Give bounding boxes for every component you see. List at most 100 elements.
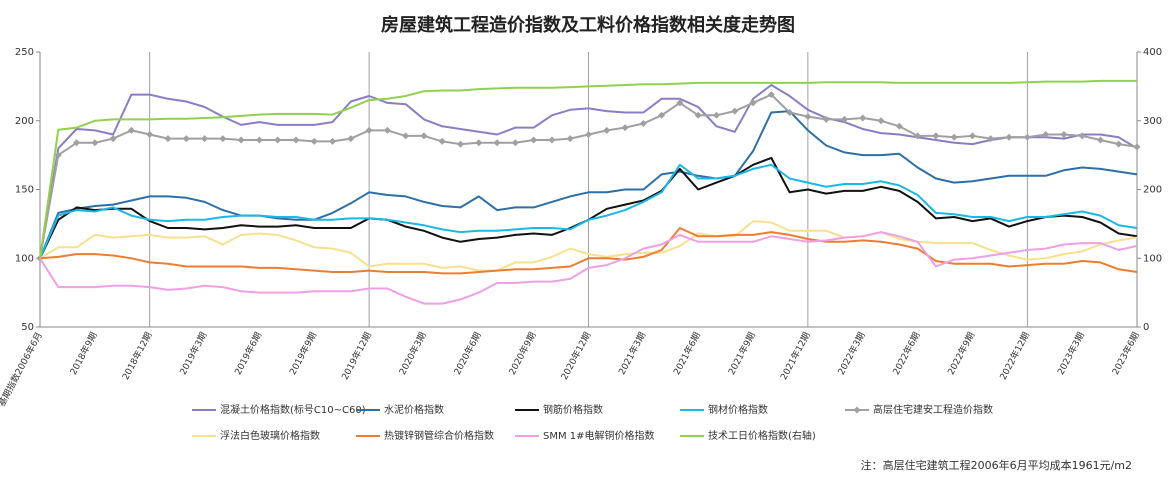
- y-tick-label: 100: [15, 253, 34, 264]
- legend-label: 浮法白色玻璃价格指数: [220, 429, 320, 442]
- y-tick-label: 200: [15, 116, 34, 127]
- point-marker: [987, 135, 995, 143]
- legend-label: 技术工日价格指数(右轴): [708, 429, 816, 442]
- point-marker: [895, 122, 903, 130]
- point-marker: [731, 107, 739, 115]
- point-marker: [1115, 140, 1123, 148]
- point-marker: [749, 99, 757, 107]
- point-marker: [73, 139, 81, 147]
- point-marker: [255, 136, 263, 144]
- footnote: 注：高层住宅建筑工程2006年6月平均成本1961元/m2: [861, 458, 1132, 472]
- point-marker: [914, 132, 922, 140]
- x-tick-label: 2021年12期: [778, 330, 813, 382]
- y2-tick-label: 200: [1143, 185, 1162, 196]
- series-line: [39, 79, 1137, 259]
- point-marker: [201, 135, 209, 143]
- x-tick-label: 2020年12期: [558, 330, 593, 382]
- chart-title: 房屋建筑工程造价指数及工料价格指数相关度走势图: [381, 14, 795, 36]
- point-marker: [950, 133, 958, 141]
- point-marker: [530, 136, 538, 144]
- y-tick-label: 50: [21, 322, 34, 333]
- point-marker: [603, 126, 611, 134]
- point-marker: [511, 139, 519, 147]
- x-tick-label: 2022年6期: [890, 330, 922, 377]
- point-marker: [365, 126, 373, 134]
- series-line: [39, 163, 1138, 259]
- point-marker: [274, 136, 282, 144]
- point-marker: [402, 132, 410, 140]
- point-marker: [676, 99, 684, 107]
- point-marker: [877, 117, 885, 125]
- point-marker: [767, 91, 775, 99]
- point-marker: [310, 137, 318, 145]
- point-marker: [457, 140, 465, 148]
- legend-label: 钢筋价格指数: [543, 403, 603, 416]
- point-marker: [475, 139, 483, 147]
- series-line: [39, 220, 1138, 272]
- point-marker: [968, 132, 976, 140]
- x-tick-label: 2022年9期: [945, 330, 977, 377]
- point-marker: [127, 126, 135, 134]
- x-tick-label: 2021年6期: [671, 330, 703, 377]
- point-marker: [329, 137, 337, 145]
- x-tick-label: 基期指数2006年6月: [0, 330, 45, 409]
- point-marker: [383, 126, 391, 134]
- point-marker: [548, 136, 556, 144]
- point-marker: [1133, 143, 1141, 151]
- point-marker: [182, 135, 190, 143]
- point-marker: [822, 115, 830, 123]
- legend-label: 高层住宅建安工程造价指数: [873, 403, 993, 416]
- point-marker: [292, 136, 300, 144]
- y-tick-label: 150: [15, 185, 34, 196]
- point-marker: [347, 135, 355, 143]
- series-line: [39, 227, 1138, 275]
- legend-label: 热镀锌钢管综合价格指数: [384, 429, 494, 442]
- x-tick-label: 2020年3期: [396, 330, 428, 377]
- x-tick-label: 2019年3期: [177, 330, 209, 377]
- point-marker: [1096, 136, 1104, 144]
- point-marker: [1060, 131, 1068, 138]
- point-marker: [932, 132, 940, 140]
- x-tick-label: 2021年9期: [725, 330, 757, 377]
- point-marker: [438, 137, 446, 145]
- point-marker: [109, 135, 117, 143]
- point-marker: [237, 136, 245, 144]
- x-tick-label: 2023年6期: [1109, 330, 1141, 377]
- point-marker: [219, 135, 227, 143]
- point-marker: [54, 151, 62, 159]
- point-marker: [585, 131, 592, 138]
- point-marker: [694, 111, 702, 119]
- x-tick-label: 2020年9期: [506, 330, 538, 377]
- series-line: [39, 231, 1138, 305]
- y2-tick-label: 100: [1143, 253, 1162, 264]
- point-marker: [639, 120, 647, 127]
- point-marker: [1005, 133, 1013, 141]
- point-marker: [164, 135, 172, 143]
- point-marker: [1078, 132, 1086, 140]
- x-tick-label: 2022年3期: [835, 330, 867, 377]
- series-line: [39, 110, 1138, 259]
- point-marker: [146, 131, 154, 138]
- legend-label: 水泥价格指数: [384, 403, 444, 416]
- x-tick-label: 2019年9期: [287, 330, 319, 377]
- point-marker: [804, 113, 812, 121]
- point-marker: [840, 115, 848, 123]
- point-marker: [1042, 131, 1050, 138]
- point-marker: [658, 111, 666, 119]
- x-tick-label: 2019年6期: [232, 330, 264, 377]
- y2-tick-label: 300: [1143, 116, 1162, 127]
- x-tick-label: 2023年3期: [1055, 330, 1087, 377]
- x-tick-label: 2018年9期: [67, 330, 99, 377]
- x-tick-label: 2018年12期: [119, 330, 154, 382]
- x-tick-label: 2019年12期: [339, 330, 374, 382]
- x-tick-label: 2020年6期: [451, 330, 483, 377]
- point-marker: [621, 124, 629, 132]
- point-marker: [1023, 133, 1031, 141]
- legend-label: 混凝土价格指数(标号C10~C60): [220, 403, 366, 416]
- legend-marker: [853, 406, 861, 414]
- point-marker: [566, 135, 574, 143]
- y2-tick-label: 400: [1143, 47, 1162, 58]
- x-tick-label: 2022年12期: [997, 330, 1032, 382]
- point-marker: [786, 109, 794, 116]
